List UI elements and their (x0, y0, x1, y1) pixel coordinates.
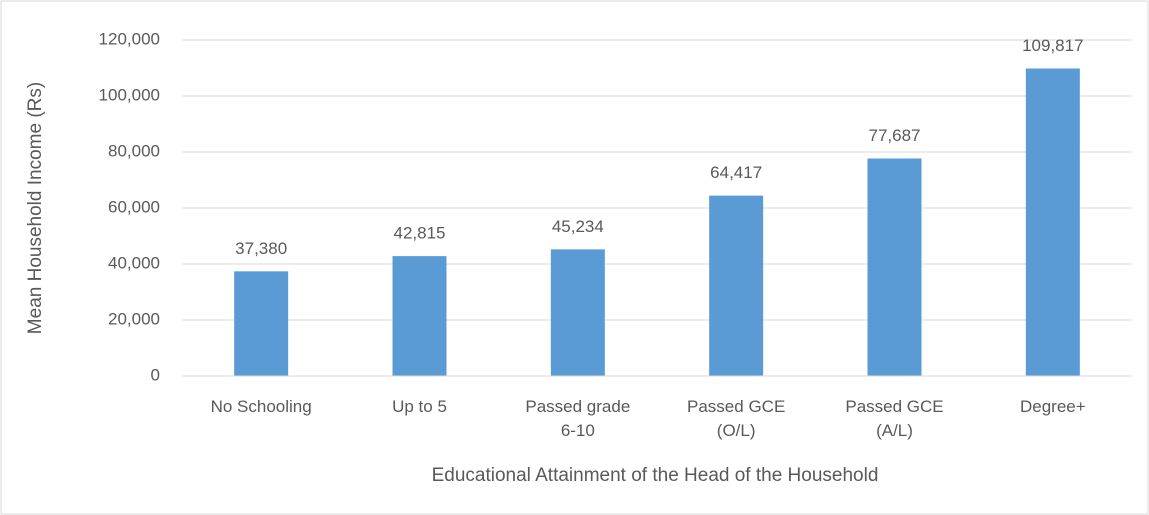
data-label: 64,417 (710, 163, 762, 182)
y-tick-label: 0 (151, 365, 160, 384)
data-label: 42,815 (394, 224, 446, 243)
y-tick-label: 100,000 (99, 85, 160, 104)
y-tick-label: 40,000 (108, 253, 160, 272)
x-tick-label: Degree+ (1019, 397, 1086, 416)
bar (867, 158, 922, 376)
bar (709, 195, 764, 376)
y-tick-label: 80,000 (108, 141, 160, 160)
bar (550, 249, 605, 376)
x-tick-label: No Schooling (210, 397, 312, 416)
y-axis-title: Mean Household Income (Rs) (25, 82, 46, 334)
data-label: 77,687 (869, 126, 921, 145)
bar (392, 256, 447, 376)
x-tick-label: Up to 5 (392, 397, 447, 416)
x-tick-label: Passed GCE (O/L) (687, 397, 786, 440)
x-tick-label: Passed grade 6-10 (525, 397, 631, 440)
x-axis-title: Educational Attainment of the Head of th… (432, 465, 879, 486)
y-tick-label: 60,000 (108, 197, 160, 216)
bar (234, 271, 289, 376)
data-label: 45,234 (552, 217, 604, 236)
x-tick-label: Passed GCE (A/L) (845, 397, 944, 440)
bar (1025, 68, 1080, 377)
data-label: 37,380 (235, 239, 287, 258)
y-tick-label: 120,000 (99, 29, 160, 48)
data-label: 109,817 (1022, 36, 1083, 55)
y-tick-label: 20,000 (108, 309, 160, 328)
